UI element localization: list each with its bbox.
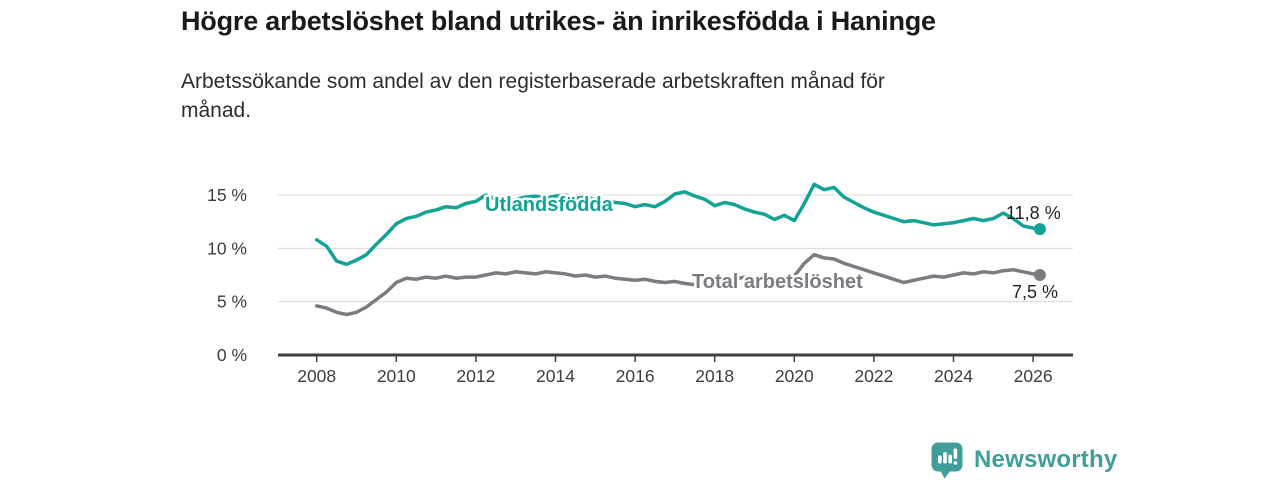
chart-subtitle-line-1: Arbetssökande som andel av den registerb…	[181, 70, 885, 93]
x-axis-ticks-group: 2008 2010 2012 2014 2016 2018 2020 2022 2024 2026	[297, 355, 1053, 386]
series-label-utlandsfodda: Utlandsfödda	[485, 194, 614, 216]
series-path-total-arbetsloshet	[314, 252, 1042, 317]
x-tick-label: 2008	[297, 366, 336, 386]
x-tick-label: 2018	[695, 366, 734, 386]
x-tick-label: 2010	[377, 366, 416, 386]
newsworthy-logo: Newsworthy	[930, 441, 1117, 479]
chart-subtitle: Arbetssökande som andel av den registerb…	[181, 68, 1101, 125]
end-dot-total-arbetsloshet	[1033, 269, 1046, 281]
x-tick-label: 2020	[775, 366, 814, 386]
series-lines-group	[314, 182, 1042, 317]
x-tick-label: 2022	[854, 366, 893, 386]
end-dots-group	[1033, 223, 1046, 281]
bar-chart-speech-bubble-icon	[931, 442, 963, 479]
y-tick-label: 10 %	[207, 238, 247, 258]
gridlines-group	[278, 194, 1073, 303]
y-axis-labels-group: 0 % 5 % 10 % 15 %	[207, 185, 247, 365]
chart-header: Högre arbetslöshet bland utrikes- än inr…	[181, 5, 1101, 125]
y-tick-label: 5 %	[217, 292, 247, 312]
y-tick-label: 15 %	[207, 185, 247, 205]
series-path-utlandsfodda	[314, 182, 1042, 267]
end-value-label-utlandsfodda: 11,8 %	[1006, 203, 1061, 223]
x-tick-label: 2016	[616, 366, 655, 386]
y-tick-label: 0 %	[217, 345, 247, 365]
x-tick-label: 2014	[536, 366, 575, 386]
chart-title: Högre arbetslöshet bland utrikes- än inr…	[181, 6, 936, 36]
x-tick-label: 2024	[934, 366, 973, 386]
end-value-label-total: 7,5 %	[1012, 282, 1058, 302]
end-dot-utlandsfodda	[1033, 223, 1046, 236]
chart-subtitle-line-2: månad.	[181, 98, 252, 122]
x-tick-label: 2026	[1014, 366, 1053, 386]
newsworthy-brand-text: Newsworthy	[974, 446, 1118, 473]
x-tick-label: 2012	[456, 366, 495, 386]
series-label-total-arbetsloshet: Total arbetslöshet	[692, 271, 863, 293]
